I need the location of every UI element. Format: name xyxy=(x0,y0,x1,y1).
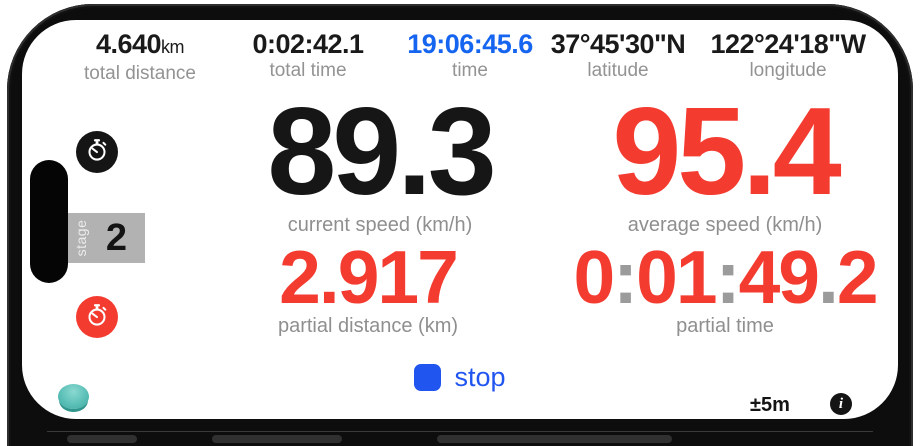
phone-speaker-slot xyxy=(437,435,672,443)
stage-indicator[interactable]: stage 2 xyxy=(68,213,145,263)
partial-time-minutes: 01 xyxy=(636,235,717,319)
partial-time-tenths: 2 xyxy=(836,235,879,319)
partial-time-hours: 0 xyxy=(573,235,615,319)
partial-time-separator: : xyxy=(715,235,741,319)
partial-time-label: partial time xyxy=(676,315,774,337)
stop-button[interactable]: stop xyxy=(0,362,920,392)
total-distance-value: 4.640 xyxy=(95,29,162,59)
clock-time-value: 19:06:45.6 xyxy=(407,29,533,59)
partial-time-separator: : xyxy=(613,235,638,319)
current-speed-label: current speed (km/h) xyxy=(287,214,473,236)
app-screen xyxy=(22,20,898,419)
phone-edge-seam xyxy=(47,431,873,432)
stop-square-icon xyxy=(414,363,442,391)
partial-timer-button[interactable] xyxy=(76,296,118,338)
stop-button-label: stop xyxy=(454,361,506,392)
partial-time-separator: . xyxy=(818,235,839,319)
phone-speaker-slot xyxy=(212,435,342,443)
longitude-value: 122°24'18"W xyxy=(710,29,866,59)
total-timer-button[interactable] xyxy=(76,131,118,173)
partial-time-seconds: 49 xyxy=(738,235,820,319)
partial-distance-label: partial distance (km) xyxy=(277,315,459,337)
stat-longitude: 122°24'18"W longitude xyxy=(698,29,878,82)
latitude-label: latitude xyxy=(587,60,649,81)
average-speed-value: 95.4 xyxy=(612,83,841,221)
latitude-value: 37°45'30"N xyxy=(550,29,686,59)
total-distance-unit: km xyxy=(161,37,185,57)
stat-latitude: 37°45'30"N latitude xyxy=(528,29,708,82)
info-icon[interactable]: i xyxy=(830,393,852,415)
stat-total-time: 0:02:42.1 total time xyxy=(218,29,398,82)
stopwatch-icon xyxy=(82,300,112,335)
stopwatch-icon xyxy=(82,135,112,170)
stat-total-distance: 4.640km total distance xyxy=(50,29,230,85)
total-distance-label: total distance xyxy=(84,63,196,84)
average-speed-label: average speed (km/h) xyxy=(627,214,823,236)
partial-time-value: 0:01:49.2 xyxy=(545,240,905,315)
current-speed-value: 89.3 xyxy=(267,83,496,221)
total-time-value: 0:02:42.1 xyxy=(252,29,364,59)
total-time-label: total time xyxy=(269,60,347,81)
dynamic-island xyxy=(30,160,68,283)
clock-time-label: time xyxy=(452,60,488,81)
stage-label: stage xyxy=(73,219,89,257)
stage-number: 2 xyxy=(105,216,128,259)
partial-distance-value: 2.917 xyxy=(279,235,459,319)
stat-clock-time: 19:06:45.6 time xyxy=(380,29,560,82)
phone-speaker-slot xyxy=(67,435,137,443)
teal-button-icon[interactable] xyxy=(58,384,89,409)
gps-accuracy-badge: ±5m xyxy=(750,394,790,416)
longitude-label: longitude xyxy=(749,60,827,81)
